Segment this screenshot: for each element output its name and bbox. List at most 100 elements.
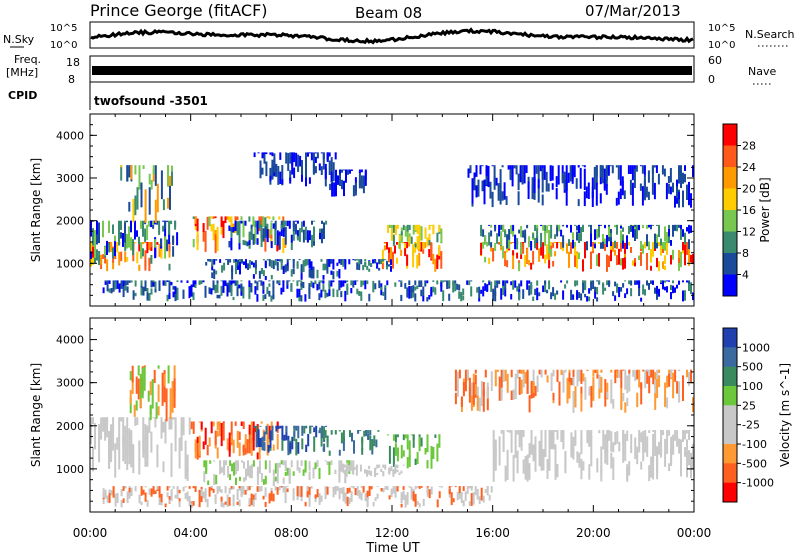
data-cell xyxy=(496,280,499,284)
data-cell xyxy=(638,430,641,453)
data-cell xyxy=(376,262,379,269)
data-cell xyxy=(128,490,131,499)
data-cell xyxy=(292,268,295,275)
data-cell xyxy=(92,456,94,472)
power-ylabel: Slant Range [km] xyxy=(29,158,43,262)
data-cell xyxy=(634,224,636,227)
data-cell xyxy=(279,425,282,429)
data-cell xyxy=(361,448,364,455)
data-cell xyxy=(608,430,611,441)
colorbar-tick-label: 100 xyxy=(742,380,763,393)
data-cell xyxy=(598,224,600,226)
data-cell xyxy=(372,501,375,507)
data-cell xyxy=(192,501,195,506)
data-cell xyxy=(224,216,227,224)
data-cell xyxy=(664,286,666,291)
data-cell xyxy=(287,153,290,171)
data-cell xyxy=(300,460,303,466)
data-cell xyxy=(617,165,620,180)
data-cell xyxy=(640,252,642,266)
data-cell xyxy=(166,486,169,491)
data-cell xyxy=(482,229,485,237)
data-cell xyxy=(572,369,575,377)
data-cell xyxy=(384,464,387,467)
data-cell xyxy=(538,248,541,262)
data-cell xyxy=(422,242,425,250)
data-cell xyxy=(308,287,311,299)
data-cell xyxy=(360,169,363,173)
data-cell xyxy=(692,292,694,301)
data-cell xyxy=(264,460,267,470)
data-cell xyxy=(357,430,360,434)
data-cell xyxy=(293,431,296,437)
data-cell xyxy=(152,168,155,182)
data-cell xyxy=(306,486,309,498)
data-cell xyxy=(568,372,571,382)
data-cell xyxy=(318,493,321,505)
data-cell xyxy=(686,430,688,434)
data-cell xyxy=(384,466,387,470)
data-cell xyxy=(90,220,92,237)
data-cell xyxy=(326,152,329,160)
data-cell xyxy=(620,230,622,243)
data-cell xyxy=(644,289,646,296)
data-cell xyxy=(374,260,377,264)
data-cell xyxy=(664,226,666,239)
data-cell xyxy=(163,374,166,387)
data-cell xyxy=(164,427,167,444)
data-cell xyxy=(565,180,568,206)
data-cell xyxy=(584,280,587,291)
data-cell xyxy=(282,486,285,490)
data-cell xyxy=(688,283,690,291)
data-cell xyxy=(294,223,297,232)
data-cell xyxy=(372,280,375,293)
data-cell xyxy=(209,460,212,464)
data-cell xyxy=(620,224,622,229)
data-cell xyxy=(552,430,555,450)
data-cell xyxy=(582,281,585,294)
data-cell xyxy=(500,369,503,388)
data-cell xyxy=(342,487,345,500)
data-cell xyxy=(600,465,603,482)
x-tick-label: 16:00 xyxy=(475,526,510,540)
data-cell xyxy=(686,227,688,232)
data-cell xyxy=(555,187,558,200)
data-cell xyxy=(130,220,132,233)
data-cell xyxy=(506,260,509,268)
nsearch-tick-bottom: 10^0 xyxy=(708,40,735,51)
data-cell xyxy=(216,421,219,431)
data-cell xyxy=(440,282,443,292)
data-cell xyxy=(598,253,600,265)
data-cell xyxy=(428,238,431,246)
data-cell xyxy=(272,287,275,298)
data-cell xyxy=(223,462,226,476)
data-cell xyxy=(658,261,660,272)
data-cell xyxy=(594,291,597,299)
data-cell xyxy=(394,486,397,488)
data-cell xyxy=(550,430,553,450)
data-cell xyxy=(248,240,251,245)
data-cell xyxy=(286,486,289,488)
data-cell xyxy=(192,216,195,219)
data-cell xyxy=(296,492,299,501)
data-cell xyxy=(328,152,331,157)
data-cell xyxy=(412,291,415,298)
data-cell xyxy=(207,259,210,261)
data-cell xyxy=(653,165,656,168)
data-cell xyxy=(402,491,405,500)
data-cell xyxy=(622,259,624,270)
data-cell xyxy=(462,288,465,296)
data-cell xyxy=(298,486,301,497)
nsky-label: N.Sky xyxy=(3,33,35,46)
data-cell xyxy=(491,191,494,203)
data-cell xyxy=(502,224,505,232)
data-cell xyxy=(124,251,127,263)
data-cell xyxy=(490,281,493,292)
data-cell xyxy=(688,450,690,466)
data-cell xyxy=(296,220,299,224)
data-cell xyxy=(319,232,321,240)
data-cell xyxy=(528,280,531,284)
data-cell xyxy=(130,237,132,251)
data-cell xyxy=(692,443,694,470)
data-cell xyxy=(345,469,348,477)
